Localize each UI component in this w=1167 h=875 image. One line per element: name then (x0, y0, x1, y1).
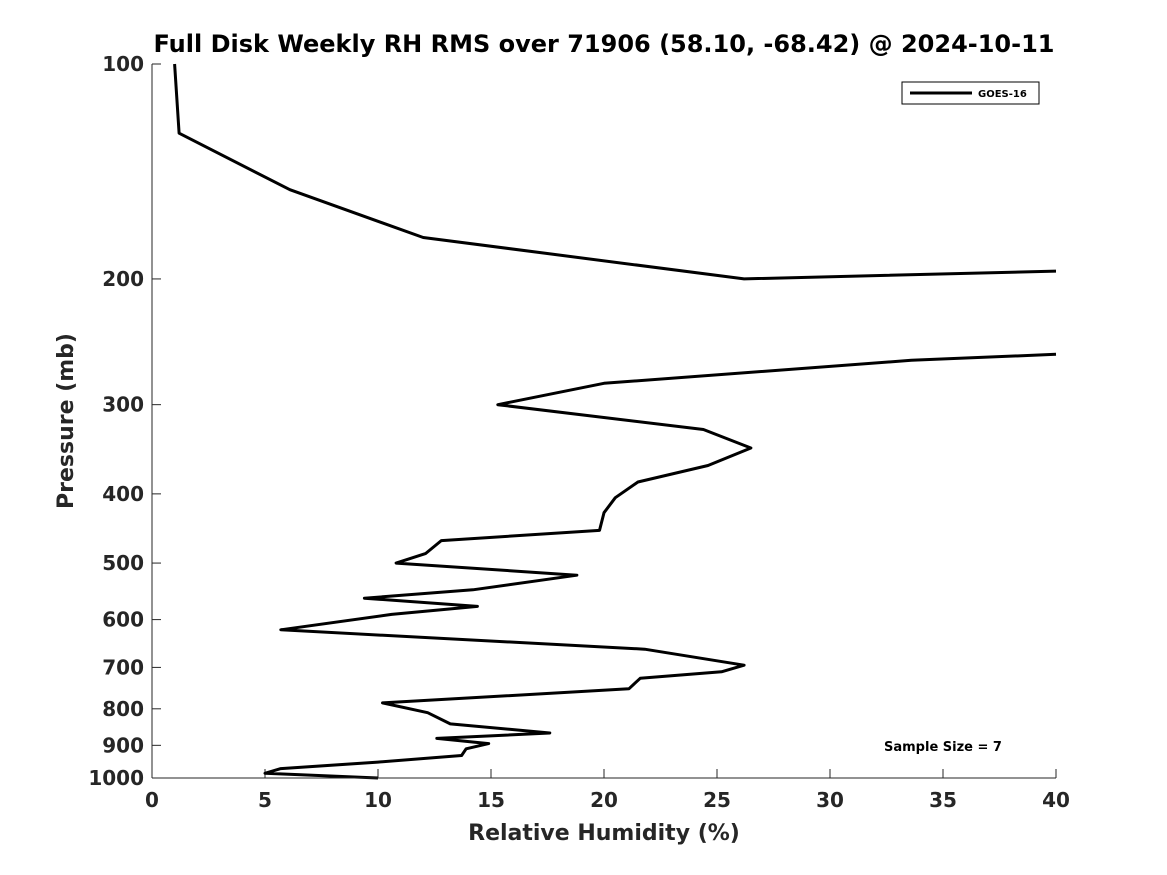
y-tick-label: 900 (102, 733, 144, 757)
x-axis-label: Relative Humidity (%) (468, 821, 740, 846)
y-tick-label: 400 (102, 482, 144, 506)
chart-title: Full Disk Weekly RH RMS over 71906 (58.1… (153, 30, 1054, 58)
legend-label-goes-16: GOES-16 (978, 89, 1027, 100)
y-axis-ticks: 100 200 300 400 500 600 700 800 900 1000 (88, 52, 161, 790)
y-tick-label: 500 (102, 551, 144, 575)
legend: GOES-16 (901, 81, 1040, 105)
sample-size-annotation: Sample Size = 7 (884, 740, 1002, 755)
series-line-goes-16 (263, 352, 1057, 780)
plot-area-frame (152, 64, 1056, 778)
y-tick-label: 100 (102, 52, 144, 76)
x-tick-label: 10 (364, 788, 392, 812)
y-tick-label: 200 (102, 267, 144, 291)
x-tick-label: 25 (703, 788, 731, 812)
x-tick-label: 5 (258, 788, 272, 812)
y-tick-label: 600 (102, 608, 144, 632)
x-tick-label: 15 (477, 788, 505, 812)
y-tick-label: 1000 (88, 766, 144, 790)
x-tick-label: 40 (1042, 788, 1070, 812)
plot-lines (173, 63, 1057, 780)
y-tick-label: 700 (102, 655, 144, 679)
y-axis-label: Pressure (mb) (54, 333, 79, 509)
x-tick-label: 30 (816, 788, 844, 812)
x-tick-label: 0 (145, 788, 159, 812)
series-line-goes-16 (173, 63, 1057, 281)
y-tick-label: 300 (102, 393, 144, 417)
x-tick-label: 20 (590, 788, 618, 812)
x-tick-label: 35 (929, 788, 957, 812)
x-axis-ticks: 0 5 10 15 20 25 30 35 40 (145, 769, 1070, 812)
y-tick-label: 800 (102, 697, 144, 721)
